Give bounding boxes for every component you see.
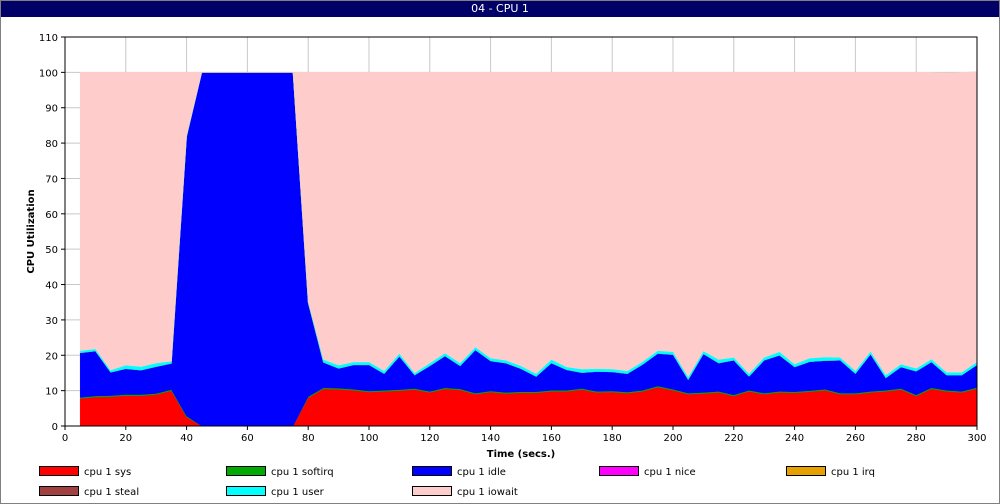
y-tick-label: 50 bbox=[45, 245, 58, 256]
x-tick-label: 180 bbox=[603, 433, 622, 444]
legend-label: cpu 1 softirq bbox=[271, 467, 334, 478]
legend-item: cpu 1 nice bbox=[599, 466, 696, 479]
y-tick-label: 110 bbox=[39, 33, 58, 44]
axes: 0 20 40 60 80 100 120 140 160 180 200 220 240 260 280 3… bbox=[39, 33, 987, 444]
x-tick-label: 160 bbox=[542, 433, 561, 444]
x-tick-label: 200 bbox=[663, 433, 682, 444]
x-tick-label: 40 bbox=[180, 433, 193, 444]
x-tick-label: 0 bbox=[62, 433, 68, 444]
y-tick-label: 70 bbox=[45, 174, 58, 185]
legend-label: cpu 1 iowait bbox=[457, 487, 518, 498]
y-tick-label: 20 bbox=[45, 351, 58, 362]
legend-item: cpu 1 softirq bbox=[226, 466, 334, 479]
y-tick-label: 90 bbox=[45, 104, 58, 115]
cpu-utilization-chart: 0 20 40 60 80 100 120 140 160 180 200 220 240 260 280 3… bbox=[26, 33, 987, 460]
legend-swatch bbox=[39, 466, 79, 476]
legend-label: cpu 1 irq bbox=[831, 467, 875, 478]
legend-swatch bbox=[412, 486, 452, 496]
legend-label: cpu 1 nice bbox=[644, 467, 696, 478]
y-tick-label: 40 bbox=[45, 281, 58, 292]
y-tick-label: 100 bbox=[39, 68, 58, 79]
legend-label: cpu 1 steal bbox=[84, 487, 140, 498]
x-tick-label: 240 bbox=[785, 433, 804, 444]
y-tick-label: 80 bbox=[45, 139, 58, 150]
legend-swatch bbox=[786, 466, 826, 476]
legend-label: cpu 1 idle bbox=[457, 467, 506, 478]
legend-label: cpu 1 sys bbox=[84, 467, 132, 478]
x-tick-label: 60 bbox=[241, 433, 254, 444]
x-tick-label: 140 bbox=[481, 433, 500, 444]
x-tick-label: 280 bbox=[907, 433, 926, 444]
legend-swatch bbox=[39, 486, 79, 496]
x-tick-label: 100 bbox=[359, 433, 378, 444]
legend-swatch bbox=[412, 466, 452, 476]
y-axis-label: CPU Utilization bbox=[26, 189, 37, 273]
y-tick-label: 30 bbox=[45, 316, 58, 327]
x-tick-label: 20 bbox=[119, 433, 132, 444]
x-tick-label: 220 bbox=[724, 433, 743, 444]
y-tick-label: 60 bbox=[45, 210, 58, 221]
y-tick-label: 10 bbox=[45, 387, 58, 398]
legend-label: cpu 1 user bbox=[271, 487, 324, 498]
x-tick-label: 260 bbox=[846, 433, 865, 444]
legend-item: cpu 1 iowait bbox=[412, 486, 518, 499]
x-axis-label: Time (secs.) bbox=[487, 449, 556, 460]
x-tick-label: 120 bbox=[420, 433, 439, 444]
legend-item: cpu 1 steal bbox=[39, 486, 140, 499]
y-tick-label: 0 bbox=[52, 422, 58, 433]
area-series bbox=[79, 71, 978, 427]
legend-item: cpu 1 sys bbox=[39, 466, 132, 479]
legend-item: cpu 1 irq bbox=[786, 466, 875, 479]
x-tick-label: 80 bbox=[302, 433, 315, 444]
legend-swatch bbox=[226, 466, 266, 476]
plot-border bbox=[64, 36, 978, 427]
x-tick-label: 300 bbox=[967, 433, 986, 444]
legend-swatch bbox=[226, 486, 266, 496]
legend-swatch bbox=[599, 466, 639, 476]
legend-item: cpu 1 idle bbox=[412, 466, 506, 479]
chart-title: 04 - CPU 1 bbox=[1, 1, 999, 17]
legend-item: cpu 1 user bbox=[226, 486, 324, 499]
